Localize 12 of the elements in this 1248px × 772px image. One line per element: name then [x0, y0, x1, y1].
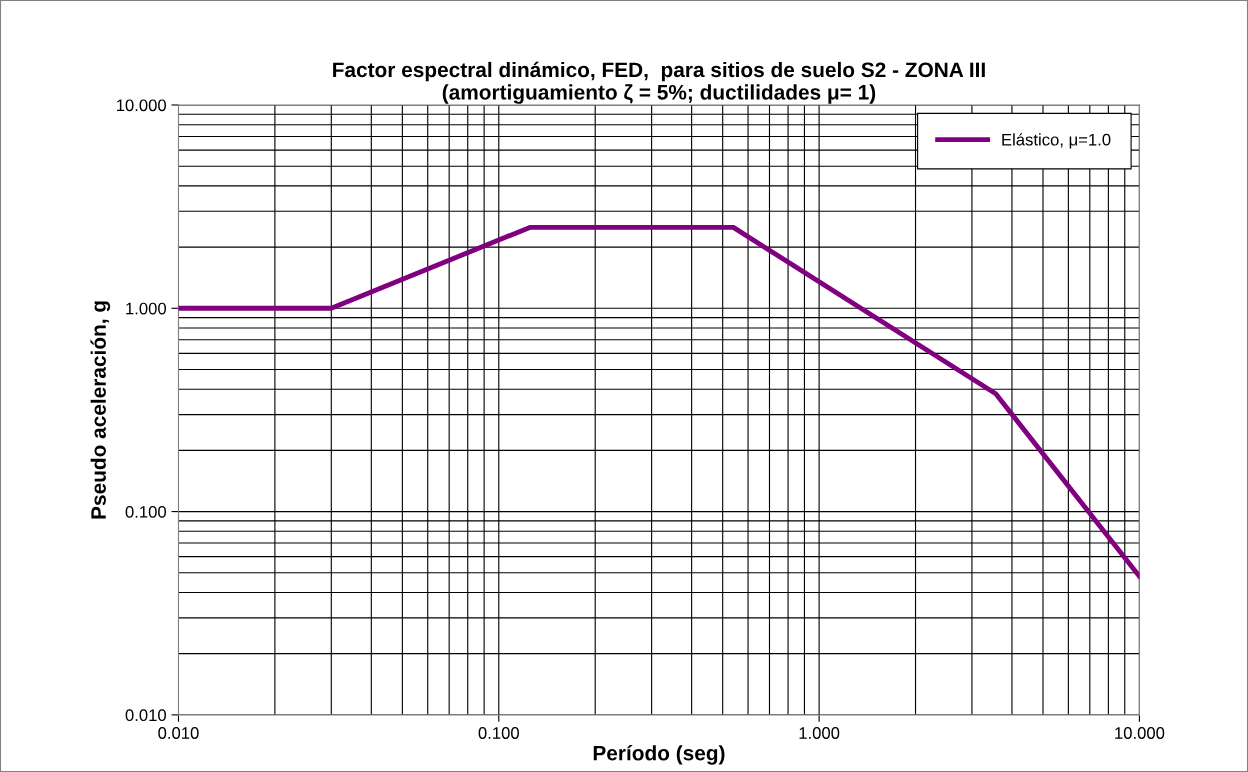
- x-axis-title: Período (seg): [593, 744, 725, 765]
- x-tick-label: 10.000: [1115, 727, 1165, 739]
- x-tick-label: 0.100: [478, 727, 519, 739]
- chart-title: Factor espectral dinámico, FED, para sitios de suelo S2 - ZONA III (amortiguamiento ζ = 5%; ductilidades μ= 1): [333, 61, 985, 104]
- y-tick-label: 1.000: [126, 302, 167, 315]
- y-axis-title: Pseudo aceleración, g: [90, 301, 111, 519]
- legend-label: Elástico, μ=1.0: [1002, 133, 1111, 149]
- y-tick-label: 0.100: [125, 505, 167, 518]
- y-tick-label: 10.000: [116, 99, 167, 112]
- x-tick-label: 1.000: [799, 727, 840, 739]
- x-tick-label: 0.010: [158, 727, 199, 739]
- y-tick-label: 0.010: [125, 709, 167, 722]
